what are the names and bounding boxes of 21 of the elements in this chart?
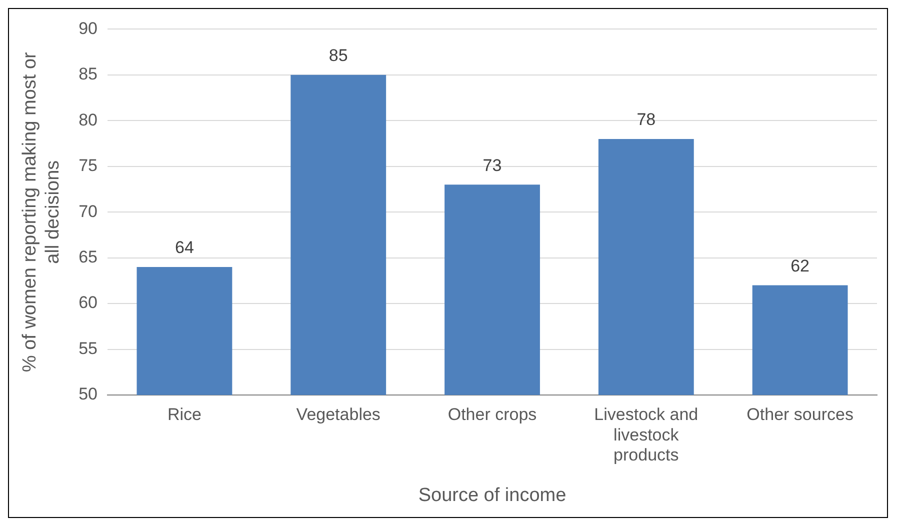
x-tick-label: Other sources [746, 404, 854, 424]
y-tick-label: 75 [78, 156, 98, 176]
y-tick-label: 80 [78, 110, 98, 130]
data-label: 73 [482, 156, 502, 175]
y-axis-title: % of women reporting making most or all decisions [20, 51, 64, 372]
y-tick-label: 70 [78, 202, 98, 221]
x-tick-label: Rice [167, 404, 202, 424]
x-tick-label: Vegetables [296, 404, 380, 424]
data-label: 62 [790, 256, 810, 276]
y-tick-label: 60 [78, 293, 98, 312]
data-label: 64 [174, 238, 194, 258]
x-axis-title: Source of income [418, 484, 566, 506]
data-label: 78 [636, 110, 656, 130]
y-tick-label: 85 [78, 64, 98, 84]
y-tick-label: 50 [78, 384, 98, 404]
x-tick-label: Livestock and livestock products [594, 404, 698, 465]
y-tick-label: 90 [78, 18, 98, 38]
x-tick-label: Other crops [448, 404, 537, 424]
y-tick-label: 55 [78, 338, 98, 358]
y-tick-label: 65 [78, 248, 98, 267]
data-label: 85 [328, 46, 348, 66]
